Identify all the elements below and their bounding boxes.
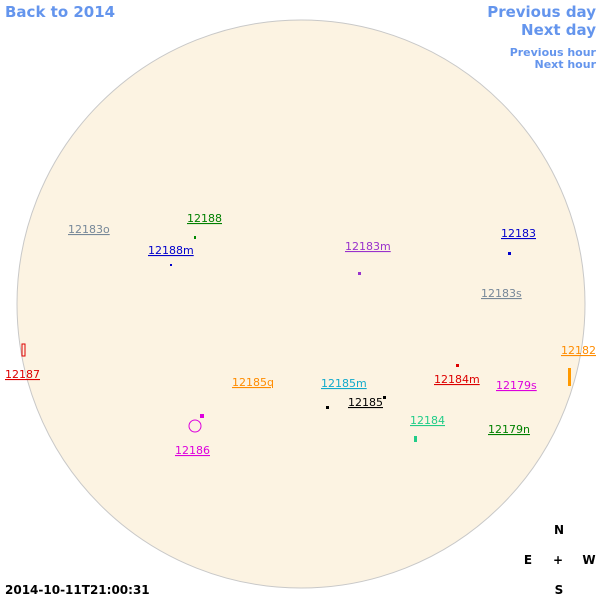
- sunspot: [188, 419, 202, 433]
- sunspot: [194, 236, 196, 239]
- region-label[interactable]: 12184m: [434, 373, 480, 386]
- previous-day-link[interactable]: Previous day: [487, 3, 596, 21]
- back-link[interactable]: Back to 2014: [5, 3, 115, 21]
- sunspot: [358, 272, 361, 275]
- region-label[interactable]: 12185q: [232, 376, 274, 389]
- next-day-link[interactable]: Next day: [521, 21, 596, 39]
- sunspot: [456, 364, 459, 367]
- sunspot: [200, 414, 204, 418]
- region-label[interactable]: 12183s: [481, 287, 522, 300]
- region-label[interactable]: 12185: [348, 396, 383, 409]
- region-label[interactable]: 12179s: [496, 379, 537, 392]
- region-label[interactable]: 12188: [187, 212, 222, 225]
- region-label[interactable]: 12187: [5, 368, 40, 381]
- sunspot: [568, 368, 571, 386]
- compass-south: S: [555, 583, 564, 597]
- region-label[interactable]: 12184: [410, 414, 445, 427]
- sunspot: [414, 436, 417, 442]
- sun-disk: [16, 19, 586, 589]
- compass-center: +: [553, 553, 563, 567]
- compass-west: W: [582, 553, 595, 567]
- region-label[interactable]: 12185m: [321, 377, 367, 390]
- next-hour-link[interactable]: Next hour: [535, 58, 597, 71]
- sunspots: [21, 236, 571, 442]
- sunspot: [508, 252, 511, 255]
- sunspot: [21, 343, 26, 357]
- region-label[interactable]: 12182: [561, 344, 596, 357]
- region-label[interactable]: 12179n: [488, 423, 530, 436]
- previous-hour-link[interactable]: Previous hour: [510, 46, 597, 59]
- sunspot: [326, 406, 329, 409]
- sunspot: [383, 396, 386, 399]
- region-label[interactable]: 12183: [501, 227, 536, 240]
- region-label[interactable]: 12186: [175, 444, 210, 457]
- compass-north: N: [554, 523, 564, 537]
- region-labels: 12183o 12188 12188m 12183m 12183 12183s 12182 1…: [5, 212, 596, 457]
- region-label[interactable]: 12183m: [345, 240, 391, 253]
- compass-east: E: [524, 553, 532, 567]
- region-label[interactable]: 12183o: [68, 223, 110, 236]
- timestamp: 2014-10-11T21:00:31: [5, 583, 150, 597]
- region-label[interactable]: 12188m: [148, 244, 194, 257]
- sunspot: [170, 264, 172, 266]
